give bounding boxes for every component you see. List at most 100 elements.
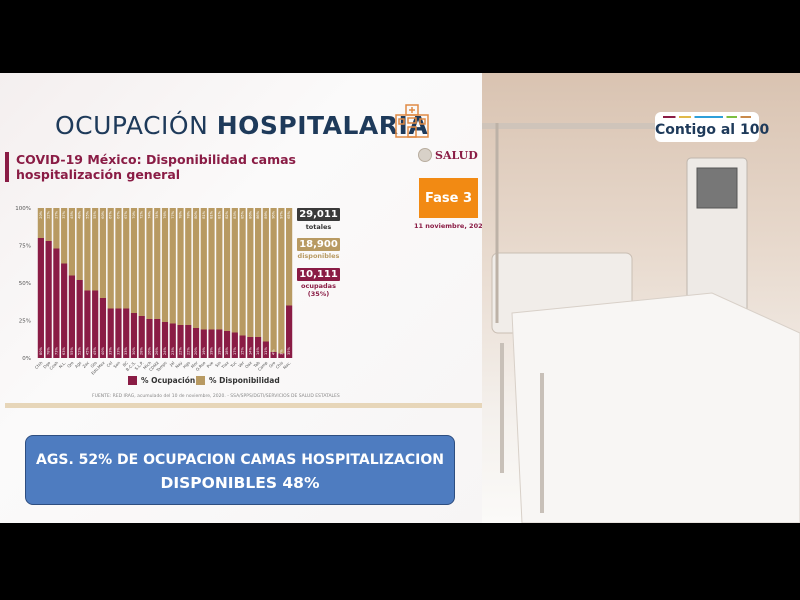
bar-availability [107, 208, 114, 309]
bar-occupation [123, 308, 130, 358]
occupation-data-label: 55% [70, 347, 74, 355]
bar-occupation [45, 241, 52, 358]
bar-occupation [247, 337, 254, 358]
bar-availability [200, 208, 207, 330]
x-tick-label: Gro [268, 360, 277, 369]
availability-data-label: 81% [202, 210, 206, 218]
bar-availability [138, 208, 145, 316]
bar-availability [146, 208, 153, 319]
bar-occupation [161, 322, 169, 358]
occupation-data-label: 22% [186, 347, 190, 355]
legend-occupation: % Ocupación [128, 376, 195, 385]
legend-swatch [128, 376, 137, 385]
available-label: disponibles [297, 252, 340, 260]
legend-label: % Ocupación [141, 376, 196, 385]
occupation-data-label: 52% [78, 347, 82, 355]
occupation-data-label: 22% [179, 347, 183, 355]
occupation-data-label: 14% [248, 347, 252, 355]
bar-occupation [270, 352, 277, 358]
occupation-data-label: 30% [132, 347, 136, 355]
hospital-icon [395, 104, 429, 138]
total-value: 29,011 [297, 208, 340, 221]
availability-data-label: 55% [85, 210, 89, 218]
bar-occupation [61, 263, 68, 358]
x-tick-label: Yuc [229, 360, 238, 369]
availability-data-label: 70% [132, 210, 136, 218]
occupation-data-label: 80% [39, 347, 43, 355]
availability-data-label: 60% [101, 210, 105, 218]
bar-occupation [200, 329, 207, 358]
bar-availability [278, 208, 285, 354]
bar-occupation [231, 332, 238, 358]
occupation-data-label: 26% [155, 347, 159, 355]
bar-availability [262, 208, 269, 342]
bar-occupation [92, 290, 99, 358]
contigo-al-100-logo: Contigo al 100 [655, 112, 769, 142]
occupied-value: 10,111 [297, 268, 340, 281]
available-value: 18,900 [297, 238, 340, 251]
x-tick-label: Dgo [42, 360, 52, 370]
bar-availability [185, 208, 192, 325]
occupation-data-label: 3% [279, 349, 283, 355]
bar-availability [37, 208, 44, 238]
x-tick-label: Qro [66, 360, 75, 369]
bar-occupation [146, 319, 153, 358]
divider [5, 403, 482, 408]
bar-availability [239, 208, 246, 336]
bar-availability [92, 208, 99, 291]
availability-data-label: 72% [140, 210, 144, 218]
availability-data-label: 20% [39, 210, 43, 218]
occupation-data-label: 45% [85, 347, 89, 355]
logo-text: Contigo al 100 [655, 122, 770, 138]
x-tick-label: Gto [89, 360, 98, 369]
occupation-data-label: 14% [256, 347, 260, 355]
availability-data-label: 67% [109, 210, 113, 218]
bed-illustration [482, 123, 800, 523]
availability-data-label: 96% [272, 210, 276, 218]
x-tick-label: Col [105, 360, 113, 368]
availability-data-label: 22% [47, 210, 51, 218]
availability-data-label: 45% [70, 210, 74, 218]
x-tick-label: Ags [74, 360, 83, 369]
occupation-data-label: 23% [171, 347, 175, 355]
availability-data-label: 82% [225, 210, 229, 218]
x-tick-label: Nac. [282, 360, 292, 370]
bar-occupation [53, 248, 60, 358]
logo-stripe [663, 116, 751, 118]
availability-data-label: 81% [217, 210, 221, 218]
availability-data-label: 74% [147, 210, 151, 218]
bar-availability [161, 208, 169, 322]
availability-data-label: 81% [210, 210, 214, 218]
bar-occupation [177, 325, 184, 358]
occupied-pct: (35%) [307, 290, 330, 298]
y-tick-label: 75% [19, 244, 31, 250]
x-tick-label: Hgo [182, 360, 192, 370]
bar-occupation [216, 329, 223, 358]
occupation-data-label: 26% [147, 347, 151, 355]
x-tick-label: Mor [190, 360, 199, 369]
availability-data-label: 78% [186, 210, 190, 218]
availability-data-label: 74% [155, 210, 159, 218]
bar-occupation [84, 290, 91, 358]
legend-availability: % Disponibilidad [196, 376, 280, 385]
bar-occupation [208, 329, 215, 358]
x-tick-label: B.C.S. [125, 360, 137, 372]
x-tick-label: Sin [214, 360, 222, 368]
x-tick-label: BC [122, 360, 130, 368]
bar-occupation [99, 298, 107, 358]
availability-data-label: 86% [256, 210, 260, 218]
x-tick-label: S.L.P. [134, 360, 145, 371]
availability-data-label: 27% [54, 210, 58, 218]
caption-banner: AGS. 52% DE OCUPACION CAMAS HOSPITALIZAC… [25, 435, 455, 505]
availability-data-label: 48% [78, 210, 82, 218]
bar-availability [216, 208, 223, 330]
bar-occupation [169, 323, 176, 358]
occupation-data-label: 18% [225, 347, 229, 355]
banner-line2: DISPONIBLES 48% [160, 474, 320, 492]
x-tick-label: Jal [168, 360, 176, 368]
bar-availability [254, 208, 262, 337]
occupied-label: ocupadas [301, 282, 336, 290]
occupation-data-label: 78% [47, 347, 51, 355]
bar-occupation [68, 275, 76, 358]
occupation-data-label: 28% [140, 347, 144, 355]
